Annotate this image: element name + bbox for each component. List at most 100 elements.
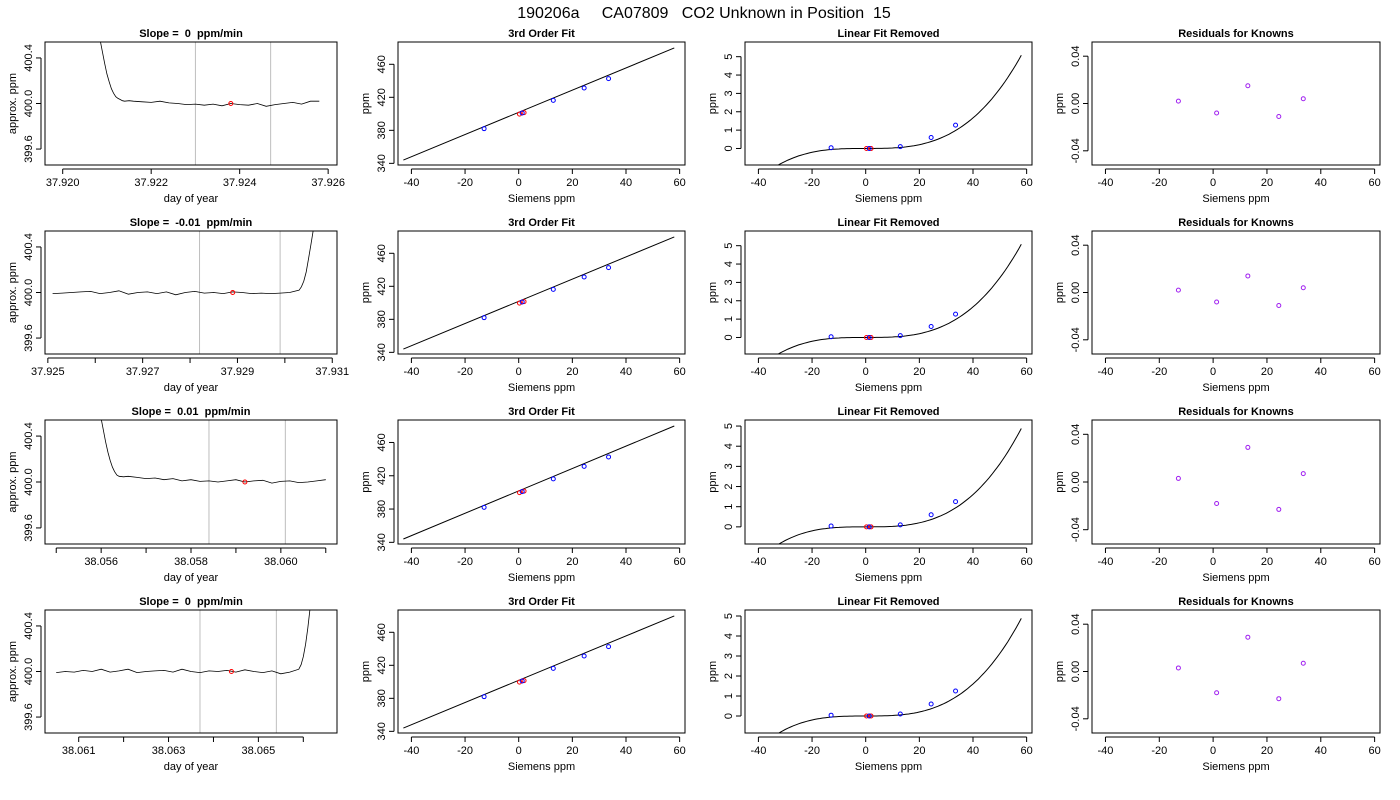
y-tick-label: 400.4 — [23, 233, 35, 261]
x-tick-label: 0 — [516, 745, 522, 757]
known-point — [828, 523, 834, 529]
chart-title: 3rd Order Fit — [508, 406, 575, 418]
x-tick-label: 0 — [516, 556, 522, 568]
y-tick-label: 400.0 — [23, 658, 35, 686]
known-point — [606, 76, 612, 82]
y-tick-label: 2 — [723, 673, 735, 679]
x-tick-label: 60 — [1021, 745, 1033, 757]
chart-title: Slope = 0 ppm/min — [139, 596, 243, 608]
y-tick-label: 420 — [376, 277, 388, 295]
y-tick-label: 4 — [723, 443, 735, 449]
unknown-point — [868, 713, 874, 719]
x-tick-label: 60 — [1021, 556, 1033, 568]
unknown-point — [868, 145, 874, 151]
x-tick-label: -40 — [403, 177, 419, 189]
x-tick-label: -40 — [403, 556, 419, 568]
series-line — [56, 610, 311, 675]
chart-panel: 3rd Order Fit -40 -20 0 20 40 60 Siemens ppm 340… — [360, 28, 686, 205]
known-point — [1300, 96, 1306, 102]
y-tick-label: 3 — [723, 90, 735, 96]
x-tick-label: 60 — [674, 177, 686, 189]
y-axis-label: ppm — [360, 471, 372, 492]
page-title: 190206a CA07809 CO2 Unknown in Position … — [517, 5, 891, 22]
known-point — [1214, 299, 1220, 305]
y-tick-label: 400.4 — [23, 422, 35, 450]
x-tick-label: 40 — [967, 556, 979, 568]
fit-curve — [777, 428, 1022, 544]
x-tick-label: 0 — [863, 556, 869, 568]
y-tick-label: 0.00 — [1070, 93, 1082, 114]
known-point — [581, 85, 587, 91]
known-point — [953, 688, 959, 694]
y-tick-label: 4 — [723, 261, 735, 267]
x-axis-label: Siemens ppm — [508, 382, 575, 394]
x-tick-label: -20 — [1151, 366, 1167, 378]
plot-area — [1175, 444, 1306, 512]
known-point — [1245, 273, 1251, 279]
known-point — [1276, 506, 1282, 512]
unknown-point — [228, 669, 234, 674]
x-tick-label: -40 — [403, 745, 419, 757]
chart-title: 3rd Order Fit — [508, 596, 575, 608]
y-tick-label: 1 — [723, 127, 735, 133]
y-axis-label: ppm — [1054, 661, 1066, 682]
x-tick-label: 60 — [1021, 366, 1033, 378]
x-tick-label: -20 — [804, 745, 820, 757]
plot-frame — [1091, 41, 1381, 166]
y-tick-label: 0.00 — [1070, 471, 1082, 492]
chart-title: Residuals for Knowns — [1178, 406, 1294, 418]
y-tick-label: 3 — [723, 463, 735, 469]
x-tick-label: -40 — [403, 366, 419, 378]
chart-title: Linear Fit Removed — [837, 28, 939, 40]
unknown-point — [868, 334, 874, 340]
x-tick-label: 20 — [566, 177, 578, 189]
fit-line — [403, 425, 675, 540]
x-tick-label: 60 — [1368, 366, 1380, 378]
y-tick-label: 5 — [723, 54, 735, 60]
chart-panel: Slope = 0 ppm/min 38.061 38.063 38.065 day o… — [7, 596, 338, 773]
y-tick-label: 0.04 — [1070, 234, 1082, 255]
plot-frame — [397, 41, 686, 166]
chart-panel: 3rd Order Fit -40 -20 0 20 40 60 Siemens ppm 340… — [360, 406, 686, 584]
x-tick-label: 20 — [1261, 556, 1273, 568]
x-tick-label: -40 — [750, 177, 766, 189]
x-tick-label: -20 — [457, 366, 473, 378]
y-axis-label: ppm — [707, 93, 719, 114]
x-tick-label: 38.061 — [62, 745, 96, 757]
plot-area — [403, 615, 675, 729]
y-axis-label: ppm — [360, 661, 372, 682]
chart-title: Residuals for Knowns — [1178, 596, 1294, 608]
y-tick-label: -0.04 — [1070, 706, 1082, 731]
x-tick-label: 0 — [1210, 556, 1216, 568]
known-point — [897, 333, 903, 339]
y-axis-label: ppm — [360, 93, 372, 114]
x-tick-label: -40 — [1098, 177, 1114, 189]
x-tick-label: 40 — [967, 366, 979, 378]
known-point — [1175, 665, 1181, 671]
x-tick-label: 38.056 — [84, 556, 118, 568]
x-tick-label: -20 — [457, 556, 473, 568]
y-tick-label: 460 — [376, 623, 388, 641]
y-tick-label: 5 — [723, 613, 735, 619]
y-tick-label: 400.0 — [23, 468, 35, 496]
chart-title: Linear Fit Removed — [837, 217, 939, 229]
fit-line — [403, 236, 675, 350]
known-point — [519, 678, 525, 684]
x-tick-label: 60 — [1368, 177, 1380, 189]
x-tick-label: -40 — [750, 745, 766, 757]
chart-panel: Slope = 0 ppm/min 37.920 37.922 37.924 37.92… — [7, 28, 345, 205]
plot-frame — [1091, 230, 1381, 355]
known-point — [928, 512, 934, 518]
known-point — [828, 145, 834, 151]
known-point — [581, 653, 587, 659]
known-point — [1245, 634, 1251, 640]
chart-panel: Slope = 0.01 ppm/min 38.056 38.058 38.060 da… — [7, 406, 338, 584]
x-tick-label: 37.922 — [134, 177, 168, 189]
y-tick-label: 460 — [376, 244, 388, 262]
x-tick-label: 37.927 — [126, 366, 160, 378]
x-tick-label: -20 — [457, 745, 473, 757]
x-tick-label: 37.926 — [311, 177, 345, 189]
x-tick-label: 20 — [913, 177, 925, 189]
x-tick-label: 40 — [620, 556, 632, 568]
